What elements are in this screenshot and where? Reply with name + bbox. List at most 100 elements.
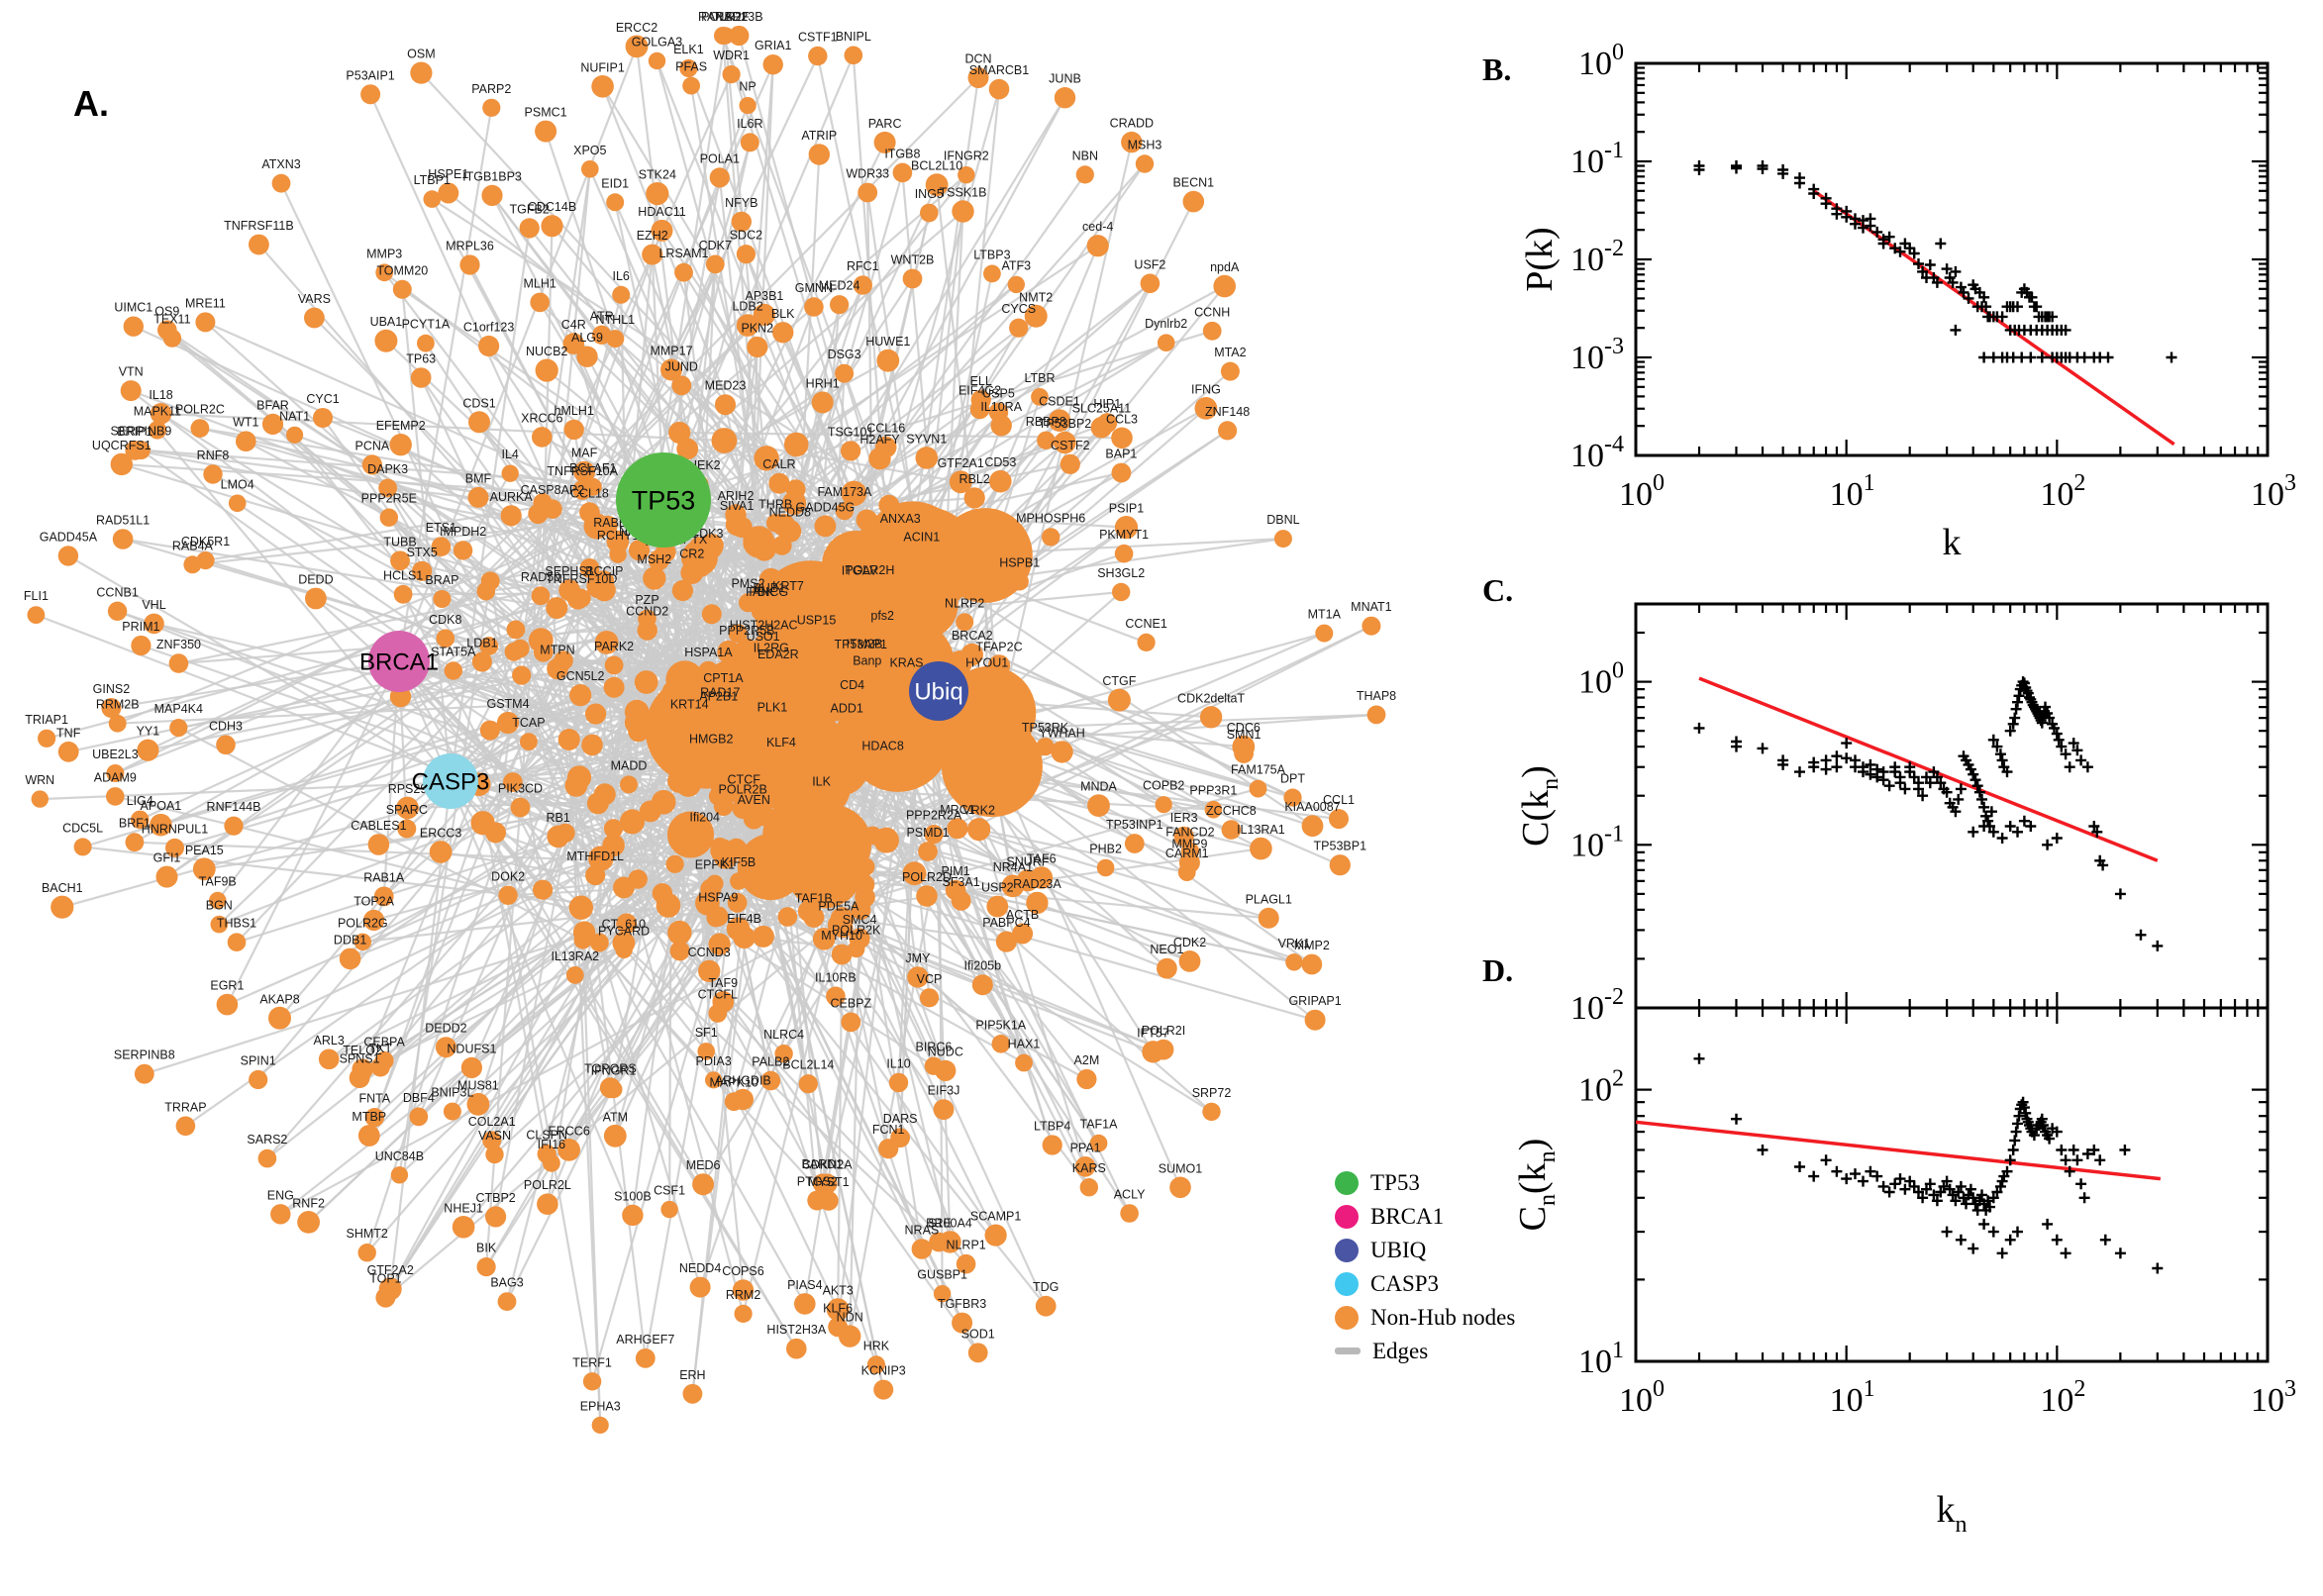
network-node[interactable] (760, 1070, 781, 1091)
network-node[interactable] (858, 578, 881, 601)
network-node[interactable] (1153, 1039, 1174, 1060)
network-node[interactable] (956, 613, 974, 632)
network-node[interactable] (1009, 318, 1029, 338)
network-node[interactable] (935, 1059, 957, 1081)
network-node[interactable] (478, 335, 500, 357)
network-node[interactable] (196, 551, 215, 570)
network-node[interactable] (169, 719, 188, 738)
network-node[interactable] (31, 790, 49, 808)
network-node[interactable] (268, 1006, 291, 1030)
network-node[interactable] (725, 504, 747, 526)
network-node[interactable] (1124, 834, 1145, 853)
network-node[interactable] (715, 394, 736, 416)
network-node[interactable] (976, 671, 997, 692)
network-node[interactable] (506, 620, 526, 640)
network-node[interactable] (606, 193, 625, 212)
network-node[interactable] (57, 741, 79, 762)
network-node[interactable] (1169, 1176, 1191, 1199)
network-node[interactable] (960, 643, 983, 666)
network-node[interactable] (192, 857, 216, 881)
network-node[interactable] (106, 764, 125, 782)
network-node[interactable] (423, 190, 442, 208)
network-node[interactable] (603, 819, 624, 839)
network-node[interactable] (857, 857, 875, 876)
network-node[interactable] (38, 729, 56, 748)
network-node[interactable] (652, 883, 673, 904)
network-node[interactable] (585, 864, 606, 886)
network-node[interactable] (530, 292, 550, 313)
network-node[interactable] (562, 333, 585, 354)
network-node[interactable] (811, 391, 834, 414)
network-node[interactable] (519, 218, 540, 239)
network-node[interactable] (681, 549, 701, 568)
network-node[interactable] (783, 432, 809, 457)
network-node[interactable] (756, 748, 777, 769)
network-node[interactable] (918, 842, 938, 861)
network-node[interactable] (1155, 796, 1172, 814)
network-node[interactable] (648, 51, 666, 70)
network-node[interactable] (740, 133, 759, 152)
network-node[interactable] (910, 545, 934, 567)
network-node[interactable] (815, 643, 838, 665)
network-node[interactable] (735, 638, 758, 661)
network-node[interactable] (665, 854, 684, 873)
network-node[interactable] (1012, 923, 1034, 945)
network-node[interactable] (131, 635, 152, 656)
network-node[interactable] (925, 173, 949, 197)
network-node[interactable] (915, 447, 939, 469)
network-node[interactable] (1304, 1009, 1326, 1031)
core-blob-node[interactable] (766, 827, 805, 864)
network-node[interactable] (393, 584, 413, 604)
network-node[interactable] (1087, 794, 1110, 817)
network-node[interactable] (565, 966, 584, 984)
network-node[interactable] (593, 783, 616, 806)
network-node[interactable] (1283, 788, 1302, 807)
network-node[interactable] (831, 944, 853, 965)
network-node[interactable] (622, 1204, 644, 1227)
network-node[interactable] (468, 411, 490, 434)
network-node[interactable] (709, 167, 730, 188)
network-node[interactable] (209, 891, 227, 910)
network-node[interactable] (637, 620, 657, 641)
network-node[interactable] (1111, 462, 1132, 483)
network-node[interactable] (920, 203, 939, 223)
network-node[interactable] (775, 696, 800, 720)
network-node[interactable] (397, 819, 417, 839)
network-node[interactable] (444, 661, 462, 680)
network-node[interactable] (1076, 1068, 1097, 1090)
network-node[interactable] (839, 1325, 861, 1347)
network-node[interactable] (827, 872, 851, 897)
network-node[interactable] (711, 428, 738, 453)
network-node[interactable] (57, 546, 79, 566)
network-node[interactable] (1362, 616, 1381, 636)
network-node[interactable] (894, 584, 915, 605)
network-node[interactable] (1180, 842, 1200, 860)
network-node[interactable] (841, 692, 863, 716)
network-node[interactable] (375, 1287, 396, 1308)
network-node[interactable] (547, 825, 569, 848)
network-node[interactable] (774, 1045, 793, 1063)
network-node[interactable] (1060, 453, 1080, 474)
network-node[interactable] (190, 419, 210, 438)
network-node[interactable] (768, 663, 788, 683)
network-node[interactable] (583, 477, 602, 496)
network-node[interactable] (410, 61, 433, 84)
network-node[interactable] (858, 669, 877, 690)
network-node[interactable] (872, 625, 892, 645)
network-node[interactable] (679, 713, 700, 734)
network-node[interactable] (175, 1116, 196, 1137)
network-node[interactable] (112, 529, 134, 549)
network-node[interactable] (106, 787, 125, 806)
network-node[interactable] (991, 1035, 1011, 1053)
network-node[interactable] (708, 933, 731, 955)
network-node[interactable] (367, 834, 390, 855)
network-node[interactable] (313, 408, 333, 428)
network-node[interactable] (677, 819, 698, 840)
network-node[interactable] (1079, 1178, 1099, 1197)
network-node[interactable] (624, 699, 650, 725)
network-node[interactable] (729, 25, 750, 47)
network-node[interactable] (761, 784, 785, 809)
network-node[interactable] (481, 184, 503, 206)
network-node[interactable] (1036, 738, 1055, 756)
network-node[interactable] (995, 931, 1017, 952)
